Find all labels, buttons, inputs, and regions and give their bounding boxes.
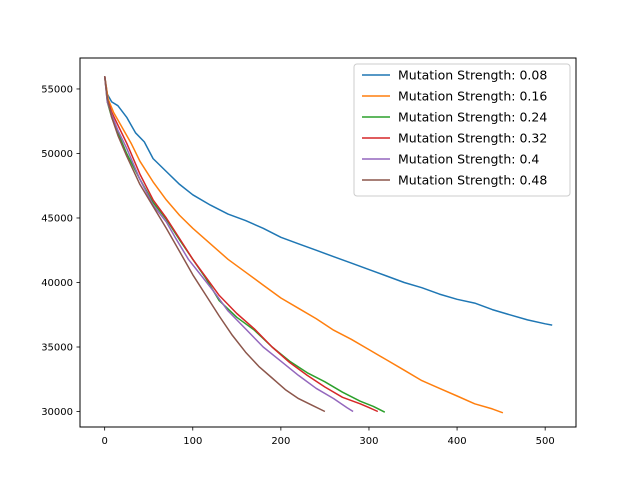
series-line-5 (103, 76, 326, 413)
y-tick-label: 30000 (41, 407, 73, 418)
plot-frame (79, 57, 577, 428)
y-tick-label: 45000 (41, 213, 73, 224)
series-line-3 (103, 76, 379, 413)
y-tick-label: 40000 (41, 278, 73, 289)
legend-label-0: Mutation Strength: 0.08 (398, 68, 547, 83)
y-tick-label: 35000 (41, 343, 73, 354)
x-tick-label: 200 (271, 436, 290, 447)
series-line-0 (103, 75, 553, 326)
legend-box (353, 63, 571, 197)
x-tick-label: 500 (536, 436, 555, 447)
legend-label-3: Mutation Strength: 0.32 (398, 131, 547, 146)
y-axis-ticks: 30000 35000 40000 45000 50000 55000 (41, 84, 80, 418)
y-tick-label: 55000 (41, 84, 73, 95)
legend-label-4: Mutation Strength: 0.4 (398, 152, 539, 167)
series-layer (103, 75, 553, 414)
axes-layer (79, 57, 577, 428)
legend: Mutation Strength: 0.08 Mutation Strength… (353, 63, 571, 197)
legend-label-2: Mutation Strength: 0.24 (398, 110, 547, 125)
y-tick-label: 50000 (41, 149, 73, 160)
x-axis-ticks: 0 100 200 300 400 500 (101, 427, 555, 447)
series-line-1 (103, 75, 504, 414)
series-line-4 (103, 76, 354, 413)
legend-label-1: Mutation Strength: 0.16 (398, 89, 547, 104)
x-tick-label: 0 (101, 436, 107, 447)
x-tick-label: 300 (359, 436, 378, 447)
legend-label-5: Mutation Strength: 0.48 (398, 173, 547, 188)
x-tick-label: 400 (448, 436, 467, 447)
x-tick-label: 100 (183, 436, 202, 447)
